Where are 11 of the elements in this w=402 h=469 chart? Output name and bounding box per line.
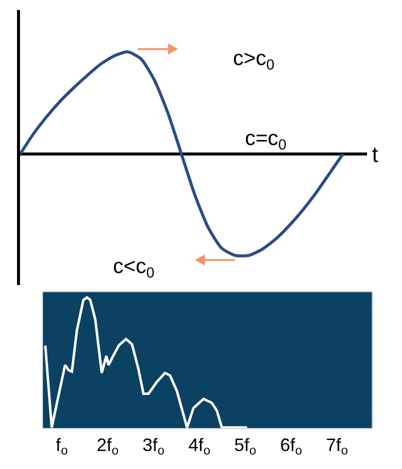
x-axis-title: t xyxy=(372,142,378,167)
x-tick-label: f$_{o}$ xyxy=(56,434,68,458)
x-tick-label: 7f$_{o}$ xyxy=(326,434,348,458)
annotation: c=c$_{0}$ xyxy=(245,127,286,154)
x-tick-label: 5f$_{o}$ xyxy=(234,434,256,458)
x-tick-label: 4f$_{o}$ xyxy=(188,434,210,458)
annotation: c>c$_{0}$ xyxy=(233,47,274,74)
x-tick-label: 3f$_{o}$ xyxy=(142,434,165,458)
x-tick-label: 6f$_{o}$ xyxy=(280,434,302,458)
x-tick-label: 2f$_{o}$ xyxy=(96,434,119,458)
annotation: c<c$_{0}$ xyxy=(113,255,154,282)
